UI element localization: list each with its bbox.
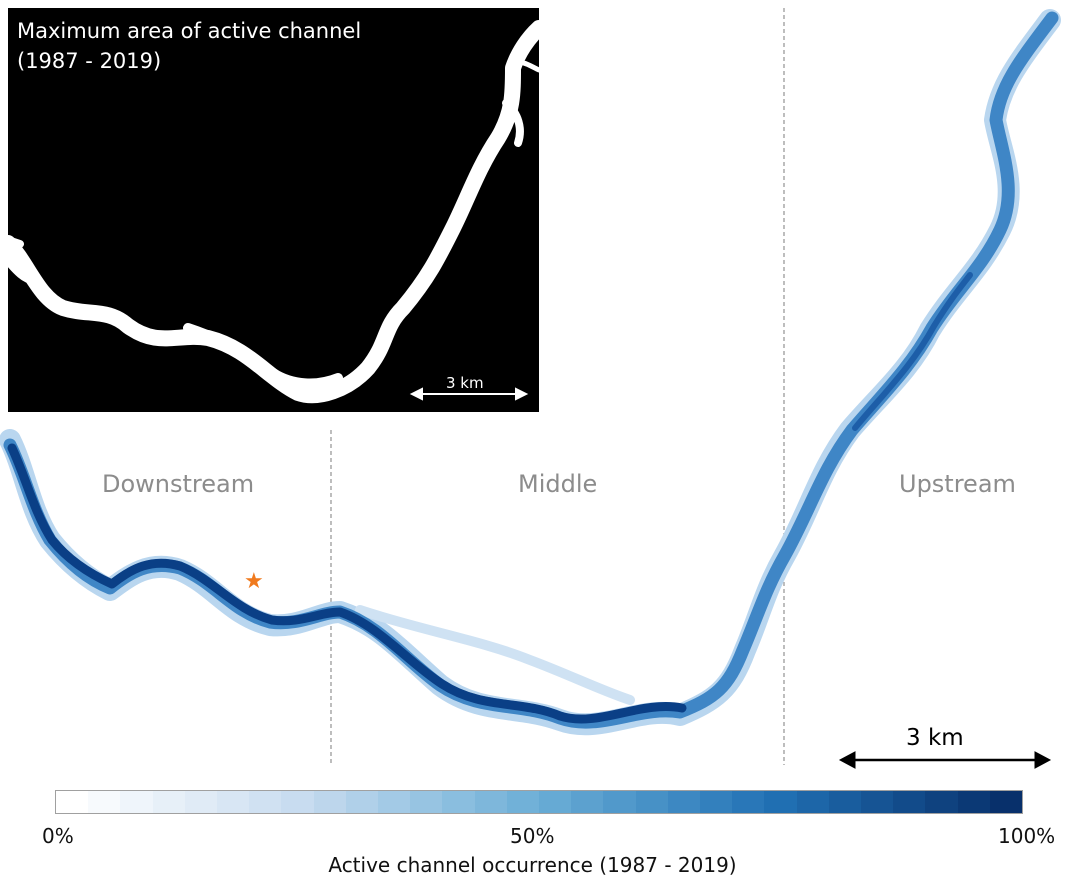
colorbar-cell	[345, 791, 379, 813]
inset-scale-bar	[409, 387, 529, 401]
section-label-middle: Middle	[518, 470, 598, 498]
colorbar-cell	[56, 791, 89, 813]
colorbar-cell	[120, 791, 153, 813]
channel-dark-upstream	[852, 272, 973, 431]
colorbar-cell	[474, 791, 507, 813]
colorbar-cell	[313, 791, 346, 813]
section-label-upstream: Upstream	[899, 470, 1016, 498]
colorbar-cell	[281, 791, 314, 813]
colorbar-cell	[442, 791, 475, 813]
colorbar-cell	[378, 791, 411, 813]
inset-channel-mask	[8, 20, 539, 404]
colorbar-cell	[796, 791, 829, 813]
colorbar-tick-0: 0%	[42, 824, 74, 848]
inset-title: Maximum area of active channel (1987 - 2…	[17, 19, 362, 73]
colorbar-cell	[603, 791, 636, 813]
colorbar-cell	[410, 791, 443, 813]
colorbar-cell	[989, 791, 1023, 813]
channel-dark-core	[7, 443, 687, 724]
star-icon: ★	[244, 569, 264, 594]
inset-map-panel: Maximum area of active channel (1987 - 2…	[8, 8, 539, 412]
colorbar-cell	[184, 791, 218, 813]
colorbar-cell	[667, 791, 701, 813]
colorbar-cell	[635, 791, 668, 813]
channel-occurrence	[0, 9, 1061, 736]
colorbar-cell	[957, 791, 990, 813]
colorbar-cell	[861, 791, 894, 813]
colorbar-tick-50: 50%	[510, 824, 555, 848]
colorbar-cell	[152, 791, 185, 813]
colorbar-cell	[88, 791, 121, 813]
scale-label: 3 km	[906, 725, 964, 751]
colorbar-cell	[249, 791, 282, 813]
colorbar-cell	[893, 791, 926, 813]
section-label-downstream: Downstream	[102, 470, 255, 498]
occurrence-map	[0, 8, 1061, 769]
colorbar-cell	[506, 791, 540, 813]
colorbar-cell	[828, 791, 862, 813]
channel-mid-band	[3, 11, 1059, 729]
channel-light-branch	[355, 605, 635, 705]
colorbar-cell	[925, 791, 958, 813]
colorbar-title: Active channel occurrence (1987 - 2019)	[328, 853, 737, 877]
occurrence-colorbar	[55, 790, 1023, 814]
colorbar-cell	[764, 791, 797, 813]
colorbar-cell	[732, 791, 765, 813]
colorbar-cell	[700, 791, 733, 813]
colorbar-cell	[539, 791, 572, 813]
inset-scale-label: 3 km	[446, 374, 484, 392]
colorbar-tick-100: 100%	[998, 824, 1056, 848]
scale-bar	[838, 751, 1052, 769]
colorbar-cell	[217, 791, 250, 813]
colorbar-cell	[571, 791, 604, 813]
